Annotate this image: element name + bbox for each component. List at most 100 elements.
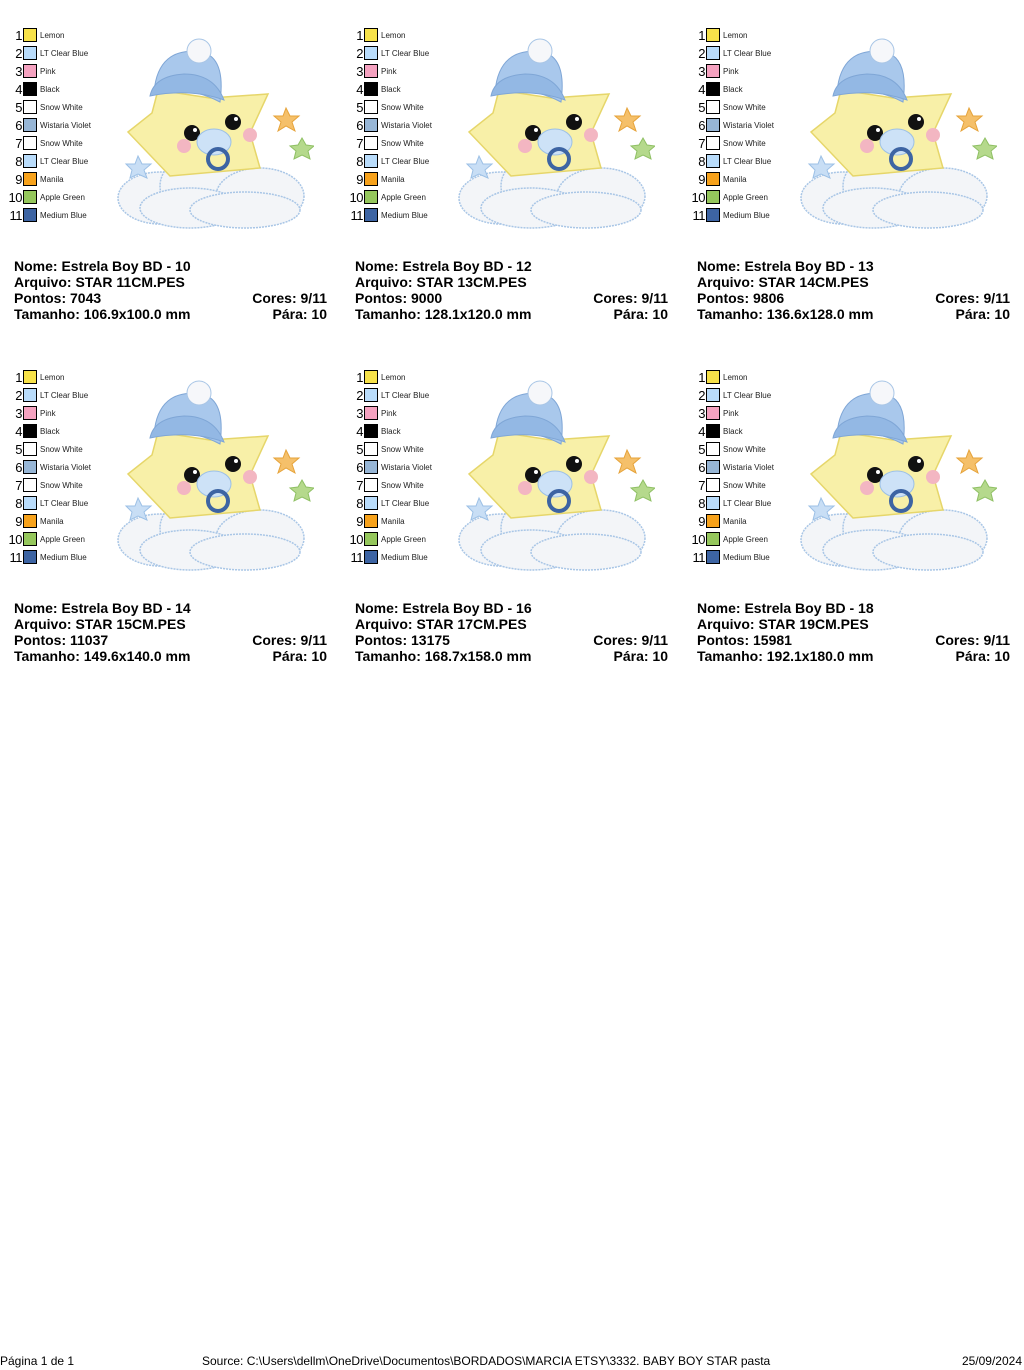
thread-color-row: 11 Medium Blue <box>8 206 91 224</box>
color-swatch <box>23 82 37 96</box>
pacifier <box>537 470 573 513</box>
color-name: Pink <box>381 66 397 76</box>
thread-color-row: 6 Wistaria Violet <box>349 116 432 134</box>
design-info: Nome: Estrela Boy BD - 10 Arquivo: STAR … <box>14 258 327 322</box>
thread-color-row: 3 Pink <box>8 62 91 80</box>
color-number: 4 <box>15 423 22 439</box>
color-number: 9 <box>356 513 363 529</box>
thread-color-row: 7 Snow White <box>691 476 774 494</box>
color-name: LT Clear Blue <box>40 156 89 166</box>
color-name: Lemon <box>381 372 406 382</box>
thread-color-row: 5 Snow White <box>8 440 91 458</box>
pontos-label: Pontos: <box>355 290 408 306</box>
color-number: 1 <box>15 369 22 385</box>
thread-color-list: 1 Lemon 2 LT Clear Blue 3 Pink 4 Black 5 Snow Whi… <box>8 26 91 224</box>
color-number: 6 <box>356 117 363 133</box>
color-swatch <box>23 460 37 474</box>
color-number: 4 <box>356 81 363 97</box>
color-name: Pink <box>381 408 397 418</box>
color-name: Apple Green <box>40 534 85 544</box>
color-number: 7 <box>356 477 363 493</box>
tamanho-label: Tamanho: <box>697 648 763 664</box>
thread-color-list: 1 Lemon 2 LT Clear Blue 3 Pink 4 Black 5 Snow Whi… <box>691 26 774 224</box>
color-number: 8 <box>698 153 705 169</box>
para-label: Pára: <box>272 648 308 664</box>
color-number: 2 <box>15 387 22 403</box>
color-swatch <box>364 154 378 168</box>
color-number: 11 <box>9 549 23 565</box>
color-swatch <box>364 514 378 528</box>
color-number: 10 <box>8 189 23 205</box>
color-number: 4 <box>698 423 705 439</box>
color-number: 1 <box>356 27 363 43</box>
color-name: Snow White <box>723 480 766 490</box>
color-name: Snow White <box>381 444 424 454</box>
design-name: Estrela Boy BD - 18 <box>744 600 874 616</box>
color-number: 5 <box>356 99 363 115</box>
small-star <box>272 448 301 475</box>
tamanho-label: Tamanho: <box>697 306 763 322</box>
small-star <box>629 136 655 160</box>
color-name: Snow White <box>381 138 424 148</box>
color-number: 5 <box>698 441 705 457</box>
color-name: Wistaria Violet <box>723 462 774 472</box>
color-name: LT Clear Blue <box>381 156 430 166</box>
thread-color-row: 5 Snow White <box>349 98 432 116</box>
color-count: 9/11 <box>300 632 327 648</box>
color-name: Manila <box>40 516 64 526</box>
arquivo-label: Arquivo: <box>14 616 72 632</box>
color-swatch <box>364 46 378 60</box>
color-name: Medium Blue <box>381 552 428 562</box>
color-swatch <box>706 64 720 78</box>
color-swatch <box>23 46 37 60</box>
nome-label: Nome: <box>355 600 399 616</box>
pacifier <box>537 128 573 171</box>
thread-color-row: 7 Snow White <box>349 476 432 494</box>
color-swatch <box>706 442 720 456</box>
file-name: STAR 17CM.PES <box>416 616 527 632</box>
color-number: 4 <box>15 81 22 97</box>
design-name: Estrela Boy BD - 14 <box>61 600 191 616</box>
color-number: 3 <box>698 63 705 79</box>
color-swatch <box>23 64 37 78</box>
color-swatch <box>23 28 37 42</box>
color-swatch <box>23 496 37 510</box>
tamanho-label: Tamanho: <box>14 306 80 322</box>
arquivo-label: Arquivo: <box>355 274 413 290</box>
small-star <box>971 136 997 160</box>
thread-color-row: 2 LT Clear Blue <box>349 44 432 62</box>
thread-color-row: 6 Wistaria Violet <box>8 116 91 134</box>
arquivo-label: Arquivo: <box>697 274 755 290</box>
small-star <box>124 154 153 179</box>
small-star <box>465 154 494 179</box>
thread-color-row: 10 Apple Green <box>349 530 432 548</box>
small-star <box>807 154 836 179</box>
color-swatch <box>364 28 378 42</box>
color-number: 3 <box>356 405 363 421</box>
thread-color-row: 2 LT Clear Blue <box>691 44 774 62</box>
para-label: Pára: <box>955 648 991 664</box>
tamanho-label: Tamanho: <box>355 648 421 664</box>
color-number: 11 <box>692 207 706 223</box>
color-swatch <box>23 118 37 132</box>
design-size: 149.6x140.0 mm <box>83 648 191 664</box>
file-name: STAR 13CM.PES <box>416 274 527 290</box>
thread-color-row: 8 LT Clear Blue <box>691 152 774 170</box>
color-swatch <box>364 442 378 456</box>
color-number: 1 <box>15 27 22 43</box>
thread-color-row: 3 Pink <box>8 404 91 422</box>
color-name: Wistaria Violet <box>40 462 91 472</box>
stop-count: 10 <box>652 648 668 664</box>
color-name: Snow White <box>723 138 766 148</box>
color-swatch <box>706 424 720 438</box>
thread-color-row: 8 LT Clear Blue <box>8 152 91 170</box>
color-swatch <box>23 550 37 564</box>
color-number: 5 <box>698 99 705 115</box>
color-name: Apple Green <box>723 192 768 202</box>
thread-color-row: 2 LT Clear Blue <box>691 386 774 404</box>
color-number: 3 <box>15 405 22 421</box>
thread-color-row: 4 Black <box>691 422 774 440</box>
color-name: Lemon <box>40 30 65 40</box>
color-swatch <box>706 46 720 60</box>
thread-color-row: 8 LT Clear Blue <box>349 494 432 512</box>
